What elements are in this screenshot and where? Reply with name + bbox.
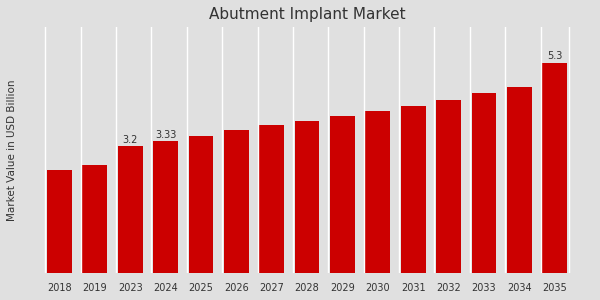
Bar	[365, 111, 390, 273]
Bar	[472, 93, 496, 273]
Bar	[330, 116, 355, 273]
Text: 3.33: 3.33	[155, 130, 176, 140]
Bar	[507, 87, 532, 273]
Bar	[542, 63, 567, 273]
Text: 3.2: 3.2	[122, 135, 138, 145]
Bar	[82, 165, 107, 273]
Bar	[188, 136, 214, 273]
Bar	[259, 125, 284, 273]
Title: Abutment Implant Market: Abutment Implant Market	[209, 7, 406, 22]
Text: 5.3: 5.3	[547, 51, 562, 62]
Bar	[224, 130, 249, 273]
Bar	[436, 100, 461, 273]
Bar	[401, 106, 425, 273]
Y-axis label: Market Value in USD Billion: Market Value in USD Billion	[7, 80, 17, 221]
Bar	[295, 121, 319, 273]
Bar	[153, 141, 178, 273]
Bar	[118, 146, 143, 273]
Bar	[47, 170, 72, 273]
